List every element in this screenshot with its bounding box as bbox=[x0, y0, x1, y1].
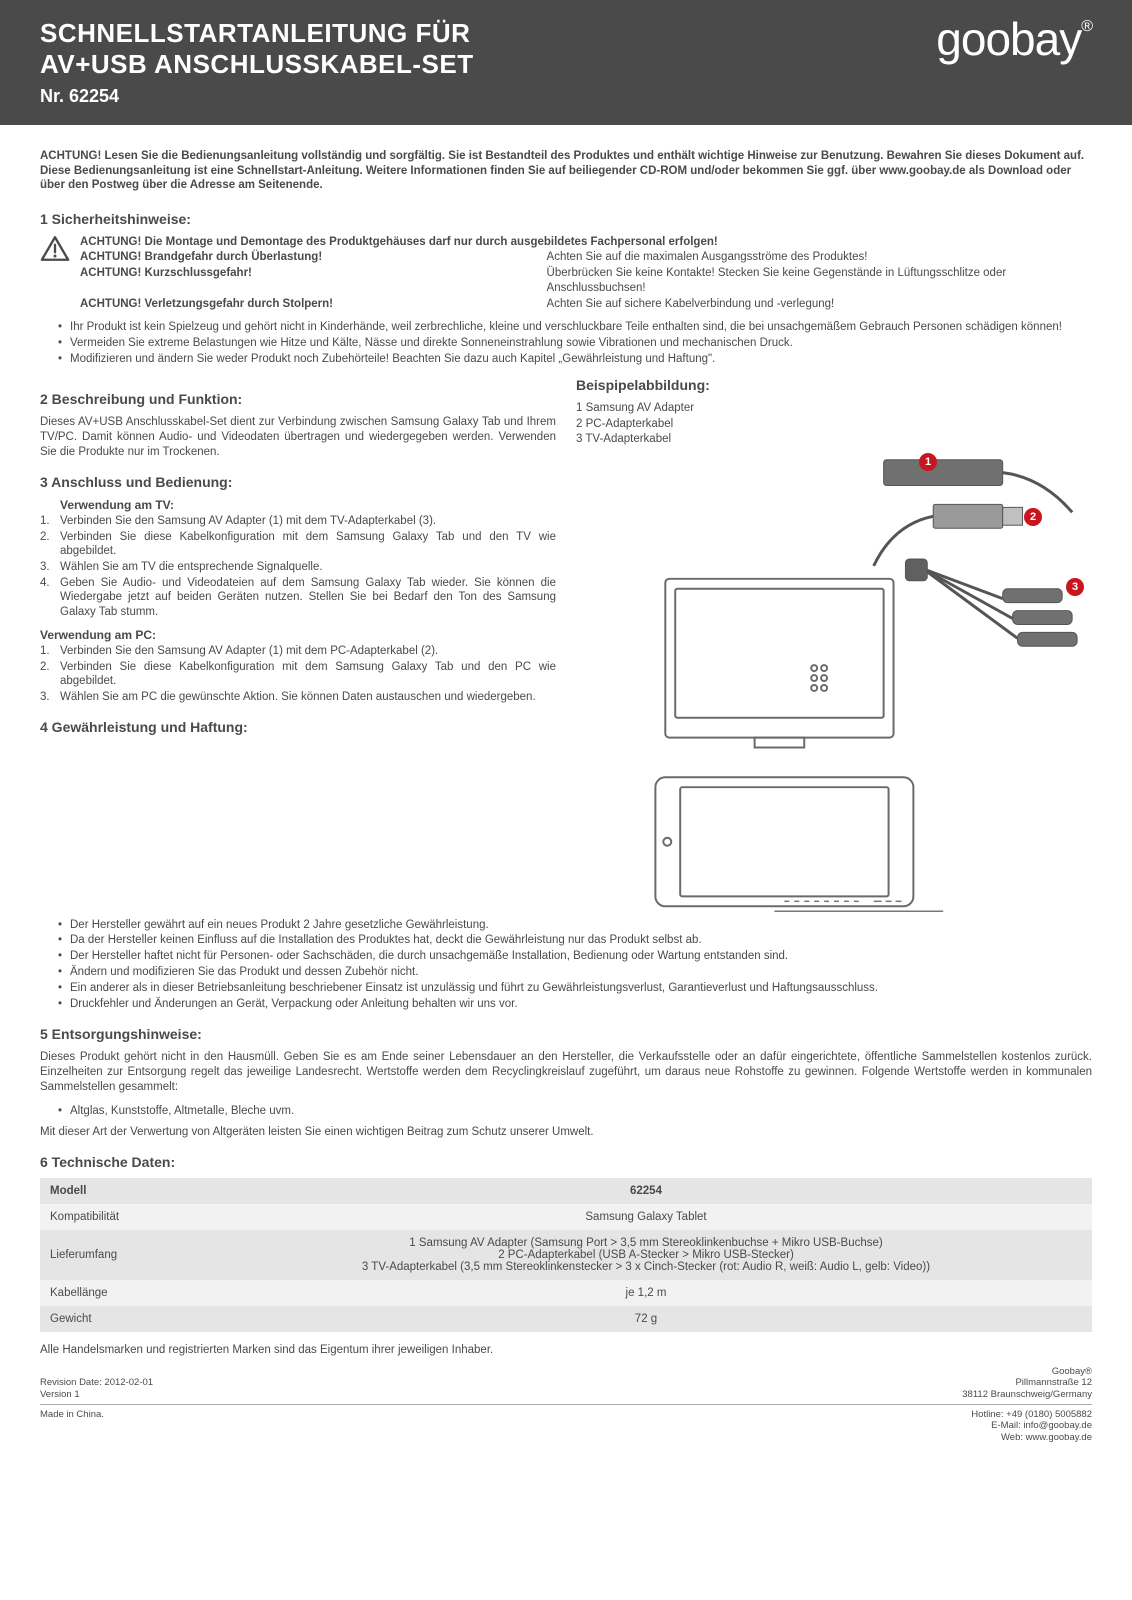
s6-title: 6 Technische Daten: bbox=[40, 1154, 1092, 1170]
s5-p2: Mit dieser Art der Verwertung von Altger… bbox=[40, 1125, 1092, 1140]
s4-b5: Druckfehler und Änderungen an Gerät, Ver… bbox=[70, 997, 1092, 1012]
table-row: Gewicht 72 g bbox=[40, 1306, 1092, 1332]
web: Web: www.goobay.de bbox=[971, 1432, 1092, 1443]
safety-table: ACHTUNG! Die Montage und Demontage des P… bbox=[80, 235, 1092, 313]
safety-full: ACHTUNG! Die Montage und Demontage des P… bbox=[80, 235, 1092, 250]
product-nr: Nr. 62254 bbox=[40, 86, 936, 107]
badge-3-icon: 3 bbox=[1066, 578, 1084, 596]
badge-1-icon: 1 bbox=[919, 453, 937, 471]
brand-r: ® bbox=[1081, 18, 1092, 35]
td-2-0: Kabellänge bbox=[40, 1280, 200, 1306]
foot-left: Revision Date: 2012-02-01 Version 1 bbox=[40, 1377, 153, 1400]
tv-1: Verbinden Sie den Samsung AV Adapter (1)… bbox=[60, 514, 556, 529]
addr1: Pillmannstraße 12 bbox=[962, 1377, 1092, 1388]
s3-tv-title: Verwendung am TV: bbox=[40, 498, 556, 512]
leg-3: 3 TV-Adapterkabel bbox=[576, 432, 1092, 448]
brand-logo: goobay® bbox=[936, 12, 1092, 66]
col-right: Beispipelabbildung: 1 Samsung AV Adapter… bbox=[576, 377, 1092, 918]
hotline: Hotline: +49 (0180) 5005882 bbox=[971, 1409, 1092, 1420]
s4-b4: Ein anderer als in dieser Betriebsanleit… bbox=[70, 981, 1092, 996]
pc-1: Verbinden Sie den Samsung AV Adapter (1)… bbox=[60, 644, 556, 659]
s4-title: 4 Gewährleistung und Haftung: bbox=[40, 719, 556, 735]
s5-b0: Altglas, Kunststoffe, Altmetalle, Bleche… bbox=[70, 1105, 1092, 1117]
col-left: 2 Beschreibung und Funktion: Dieses AV+U… bbox=[40, 377, 556, 918]
revision: Revision Date: 2012-02-01 bbox=[40, 1377, 153, 1388]
s3-pc-title: Verwendung am PC: bbox=[40, 628, 556, 642]
title-line2: AV+USB ANSCHLUSSKABEL-SET bbox=[40, 49, 936, 80]
s2-text: Dieses AV+USB Anschlusskabel-Set dient z… bbox=[40, 415, 556, 460]
td-2-1: je 1,2 m bbox=[200, 1280, 1092, 1306]
s3-tv-list: Verbinden Sie den Samsung AV Adapter (1)… bbox=[40, 514, 556, 620]
td-3-1: 72 g bbox=[200, 1306, 1092, 1332]
warning-triangle-icon bbox=[40, 235, 70, 262]
s1-b1: Vermeiden Sie extreme Belastungen wie Hi… bbox=[70, 336, 1092, 351]
header: SCHNELLSTARTANLEITUNG FÜR AV+USB ANSCHLU… bbox=[0, 0, 1132, 125]
example-title: Beispipelabbildung: bbox=[576, 377, 1092, 393]
foot-row-2: Made in China. Hotline: +49 (0180) 50058… bbox=[40, 1409, 1092, 1453]
safety-l-0: ACHTUNG! Brandgefahr durch Überlastung! bbox=[80, 250, 535, 265]
legend: 1 Samsung AV Adapter 2 PC-Adapterkabel 3… bbox=[576, 401, 1092, 448]
two-col: 2 Beschreibung und Funktion: Dieses AV+U… bbox=[40, 377, 1092, 918]
table-row: Kabellänge je 1,2 m bbox=[40, 1280, 1092, 1306]
s3-pc-list: Verbinden Sie den Samsung AV Adapter (1)… bbox=[40, 644, 556, 705]
content: ACHTUNG! Lesen Sie die Bedienungsanleitu… bbox=[0, 125, 1132, 1465]
s1-bullets: Ihr Produkt ist kein Spielzeug und gehör… bbox=[40, 320, 1092, 367]
th-0: Modell bbox=[40, 1178, 200, 1204]
tv-3: Wählen Sie am TV die entsprechende Signa… bbox=[60, 560, 556, 575]
safety-r-1: Überbrücken Sie keine Kontakte! Stecken … bbox=[547, 266, 1092, 296]
s3-title: 3 Anschluss und Bedienung: bbox=[40, 474, 556, 490]
pc-2: Verbinden Sie diese Kabelkonfiguration m… bbox=[60, 660, 556, 689]
s4-b1: Da der Hersteller keinen Einfluss auf di… bbox=[70, 933, 1092, 948]
th-1: 62254 bbox=[200, 1178, 1092, 1204]
badge-2-icon: 2 bbox=[1024, 508, 1042, 526]
s1-b0: Ihr Produkt ist kein Spielzeug und gehör… bbox=[70, 320, 1092, 335]
safety-r-2: Achten Sie auf sichere Kabelverbindung u… bbox=[547, 297, 1092, 312]
trademarks: Alle Handelsmarken und registrierten Mar… bbox=[40, 1344, 1092, 1356]
version: Version 1 bbox=[40, 1389, 153, 1400]
s5-title: 5 Entsorgungshinweise: bbox=[40, 1026, 1092, 1042]
tech-table: Modell 62254 Kompatibilität Samsung Gala… bbox=[40, 1178, 1092, 1332]
s1-b2: Modifizieren und ändern Sie weder Produk… bbox=[70, 352, 1092, 367]
foot-right: Goobay® Pillmannstraße 12 38112 Braunsch… bbox=[962, 1366, 1092, 1400]
table-row: Lieferumfang 1 Samsung AV Adapter (Samsu… bbox=[40, 1230, 1092, 1280]
leg-1: 1 Samsung AV Adapter bbox=[576, 401, 1092, 417]
addr2: 38112 Braunschweig/Germany bbox=[962, 1389, 1092, 1400]
leg-2: 2 PC-Adapterkabel bbox=[576, 417, 1092, 433]
made-in: Made in China. bbox=[40, 1409, 104, 1443]
diagram-area: 1 2 3 bbox=[576, 448, 1092, 918]
safety-r-0: Achten Sie auf die maximalen Ausgangsstr… bbox=[547, 250, 1092, 265]
safety-l-1: ACHTUNG! Kurzschlussgefahr! bbox=[80, 266, 535, 296]
s1-title: 1 Sicherheitshinweise: bbox=[40, 211, 1092, 227]
td-3-0: Gewicht bbox=[40, 1306, 200, 1332]
s4-bullets: Der Hersteller gewährt auf ein neues Pro… bbox=[40, 918, 1092, 1013]
s4-b2: Der Hersteller haftet nicht für Personen… bbox=[70, 949, 1092, 964]
pc-3: Wählen Sie am PC die gewünschte Aktion. … bbox=[60, 690, 556, 705]
s2-title: 2 Beschreibung und Funktion: bbox=[40, 391, 556, 407]
foot-row-1: Revision Date: 2012-02-01 Version 1 Goob… bbox=[40, 1366, 1092, 1405]
td-0-0: Kompatibilität bbox=[40, 1204, 200, 1230]
s4-b0: Der Hersteller gewährt auf ein neues Pro… bbox=[70, 918, 1092, 933]
s4-b3: Ändern und modifizieren Sie das Produkt … bbox=[70, 965, 1092, 980]
td-1-1: 1 Samsung AV Adapter (Samsung Port > 3,5… bbox=[200, 1230, 1092, 1280]
table-row: Modell 62254 bbox=[40, 1178, 1092, 1204]
contact: Hotline: +49 (0180) 5005882 E-Mail: info… bbox=[971, 1409, 1092, 1443]
safety-l-2: ACHTUNG! Verletzungsgefahr durch Stolper… bbox=[80, 297, 535, 312]
safety-section: ACHTUNG! Die Montage und Demontage des P… bbox=[40, 235, 1092, 313]
header-left: SCHNELLSTARTANLEITUNG FÜR AV+USB ANSCHLU… bbox=[40, 18, 936, 107]
title-line1: SCHNELLSTARTANLEITUNG FÜR bbox=[40, 18, 936, 49]
td-1-0: Lieferumfang bbox=[40, 1230, 200, 1280]
diagram-svg bbox=[576, 448, 1092, 918]
s5-p1: Dieses Produkt gehört nicht in den Hausm… bbox=[40, 1050, 1092, 1095]
email: E-Mail: info@goobay.de bbox=[971, 1420, 1092, 1431]
intro-warning: ACHTUNG! Lesen Sie die Bedienungsanleitu… bbox=[40, 149, 1092, 192]
td-0-1: Samsung Galaxy Tablet bbox=[200, 1204, 1092, 1230]
company: Goobay® bbox=[962, 1366, 1092, 1377]
brand-text: goobay bbox=[936, 13, 1081, 65]
s5-bullet: Altglas, Kunststoffe, Altmetalle, Bleche… bbox=[40, 1105, 1092, 1117]
table-row: Kompatibilität Samsung Galaxy Tablet bbox=[40, 1204, 1092, 1230]
tv-2: Verbinden Sie diese Kabelkonfiguration m… bbox=[60, 530, 556, 559]
tv-4: Geben Sie Audio- und Videodateien auf de… bbox=[60, 576, 556, 620]
